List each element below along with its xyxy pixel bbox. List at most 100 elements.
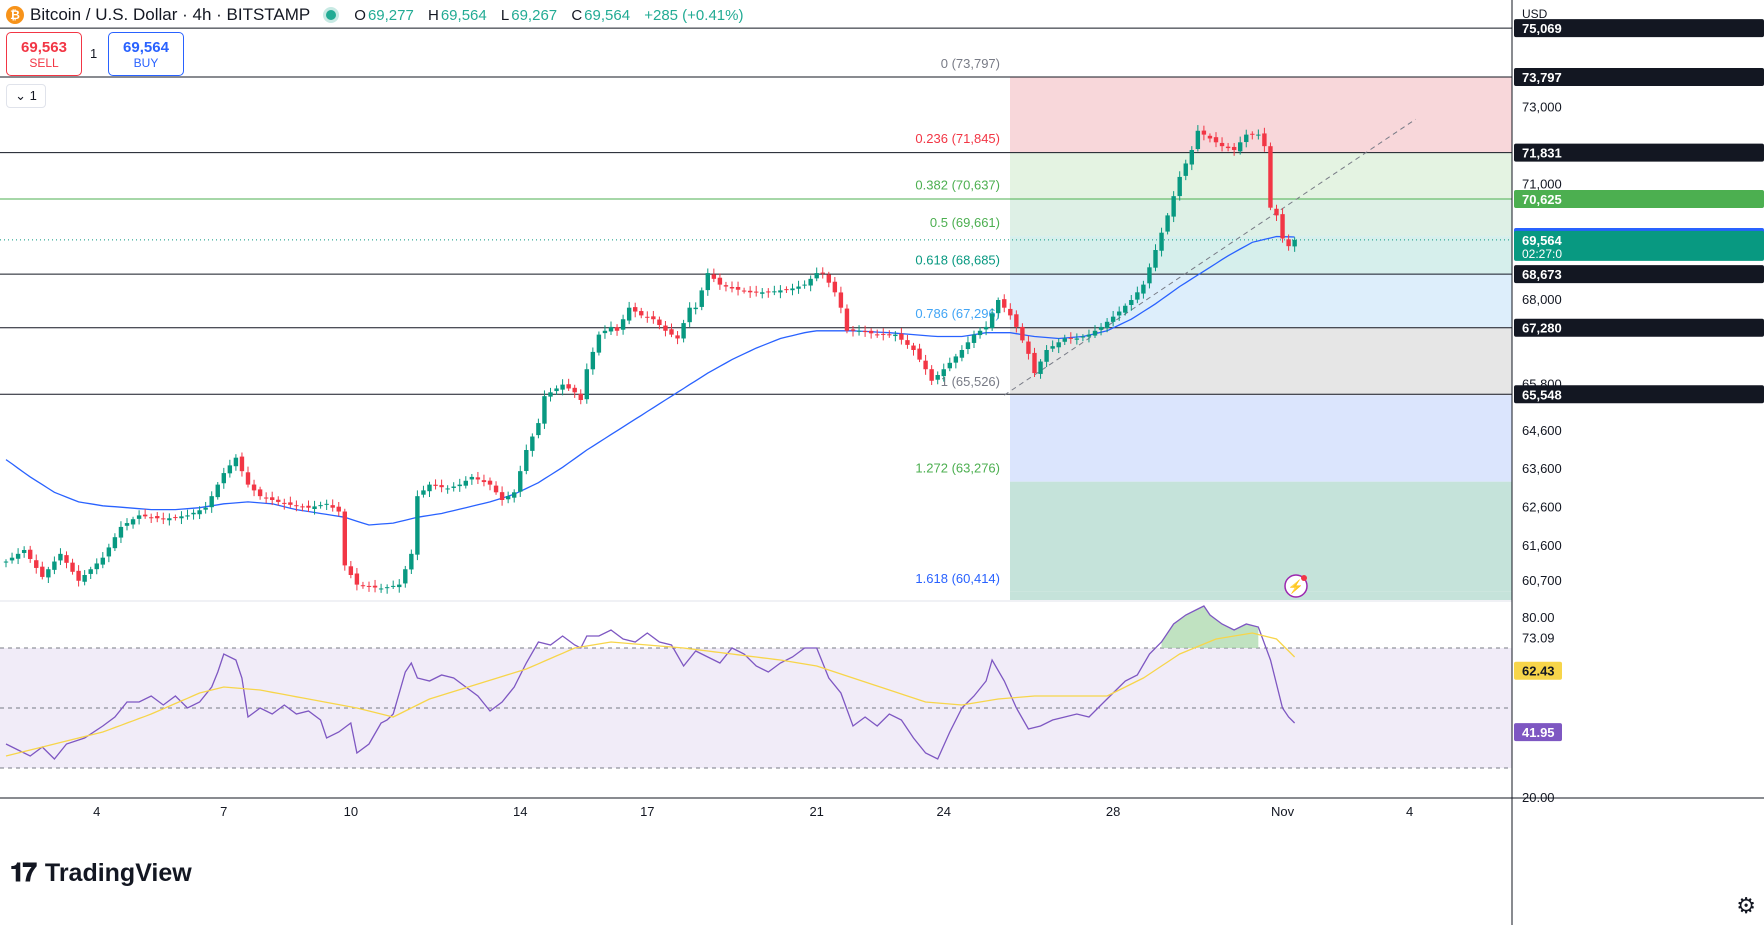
- candle-body: [505, 496, 511, 500]
- time-tick-label: 21: [809, 804, 823, 819]
- candle-body: [1110, 316, 1116, 322]
- collapse-indicators-button[interactable]: ⌄ 1: [6, 84, 46, 108]
- time-tick-label: Nov: [1271, 804, 1295, 819]
- candle-body: [747, 290, 753, 293]
- time-tick-label: 10: [344, 804, 358, 819]
- candle-body: [493, 485, 499, 493]
- candle-body: [645, 316, 650, 318]
- candle-body: [21, 550, 27, 553]
- candle-body: [1086, 334, 1092, 337]
- gear-icon[interactable]: ⚙: [1736, 893, 1756, 918]
- candle-body: [802, 284, 807, 286]
- candle-body: [409, 553, 414, 570]
- candle-body: [378, 588, 384, 590]
- buy-price: 69,564: [123, 38, 169, 56]
- candle-body: [608, 326, 614, 332]
- candle-body: [354, 573, 360, 585]
- candle-body: [28, 549, 33, 559]
- candle-body: [439, 485, 444, 488]
- candle-body: [814, 273, 819, 279]
- candle-body: [669, 329, 674, 335]
- candle-body: [487, 480, 493, 485]
- candle-body: [1038, 361, 1043, 374]
- candle-body: [294, 505, 299, 507]
- candle-body: [106, 547, 112, 557]
- moving-average-line: [5, 235, 1295, 526]
- candle-body: [70, 562, 75, 572]
- candle-body: [1092, 330, 1098, 336]
- candle-body: [838, 292, 844, 308]
- candle-body: [1177, 176, 1182, 197]
- bitcoin-icon: ₿: [6, 6, 24, 24]
- candle-body: [118, 526, 124, 538]
- price-marker-label: 70,625: [1522, 192, 1562, 207]
- candle-body: [1238, 142, 1243, 152]
- quantity-value: 1: [90, 46, 98, 61]
- candle-body: [905, 340, 910, 345]
- candle-body: [512, 492, 517, 498]
- candle-body: [566, 384, 571, 389]
- rsi-marker: 41.95: [1514, 723, 1562, 742]
- rsi-ma-line: [5, 632, 1296, 757]
- rsi-line: [5, 605, 1296, 760]
- logo-text: TradingView: [44, 858, 192, 887]
- fib-label-1: 1 (65,526): [941, 374, 1000, 389]
- candle-body: [735, 286, 741, 290]
- candle-body: [276, 499, 281, 502]
- candle-body: [772, 291, 777, 293]
- candle-body: [94, 563, 99, 570]
- candle-body: [100, 557, 105, 565]
- candle-body: [989, 313, 995, 329]
- symbol-title[interactable]: Bitcoin / U.S. Dollar · 4h · BITSTAMP: [30, 5, 311, 24]
- fib-label-1.272: 1.272 (63,276): [915, 461, 1000, 476]
- price-marker-countdown: 02:27:0: [1522, 247, 1562, 261]
- candle-body: [1014, 314, 1019, 327]
- price-marker-label: 69,564: [1522, 233, 1563, 248]
- candle-body: [136, 515, 142, 519]
- candle-body: [427, 484, 432, 492]
- candle-body: [856, 330, 862, 332]
- sell-button[interactable]: 69,563 SELL: [6, 32, 82, 76]
- candle-body: [941, 369, 946, 377]
- candle-body: [1032, 352, 1037, 374]
- candle-body: [167, 518, 172, 521]
- candle-body: [778, 290, 783, 293]
- candle-body: [324, 503, 329, 505]
- fib-zone: [1010, 198, 1512, 237]
- price-marker-label: 71,831: [1522, 146, 1562, 161]
- candle-body: [626, 307, 632, 321]
- rsi-band: [0, 648, 1512, 768]
- candle-body: [971, 334, 977, 343]
- open-value: 69,277: [367, 6, 414, 24]
- candle-body: [959, 350, 965, 358]
- price-marker: 65,548: [1514, 385, 1764, 404]
- ohlc-values: O 69,277 H 69,564 L 69,267 C 69,564 +285 (+0…: [354, 6, 744, 24]
- fib-label-0: 0 (73,797): [941, 56, 1000, 71]
- candles: [3, 125, 1297, 594]
- candle-body: [15, 553, 21, 559]
- buy-label: BUY: [133, 55, 159, 70]
- close-value: 69,564: [584, 6, 631, 24]
- fib-zone: [1010, 236, 1512, 274]
- candle-body: [657, 319, 662, 325]
- candle-body: [1165, 215, 1170, 232]
- candle-body: [826, 274, 831, 283]
- buy-button[interactable]: 69,564 BUY: [108, 32, 184, 76]
- price-marker-bg: [1514, 143, 1764, 162]
- candle-body: [1074, 338, 1080, 340]
- candle-body: [887, 334, 892, 336]
- candle-body: [112, 537, 118, 549]
- candle-body: [850, 329, 856, 331]
- candle-body: [796, 286, 801, 289]
- candle-body: [469, 476, 475, 480]
- price-marker: 75,069: [1514, 19, 1764, 38]
- candle-body: [312, 506, 317, 510]
- high-value: 69,564: [440, 6, 487, 24]
- candle-body: [1213, 137, 1219, 143]
- candle-body: [288, 502, 293, 505]
- rsi-marker-label: 41.95: [1522, 725, 1555, 740]
- candle-body: [1231, 146, 1237, 150]
- candle-body: [451, 486, 456, 488]
- candle-body: [124, 523, 130, 526]
